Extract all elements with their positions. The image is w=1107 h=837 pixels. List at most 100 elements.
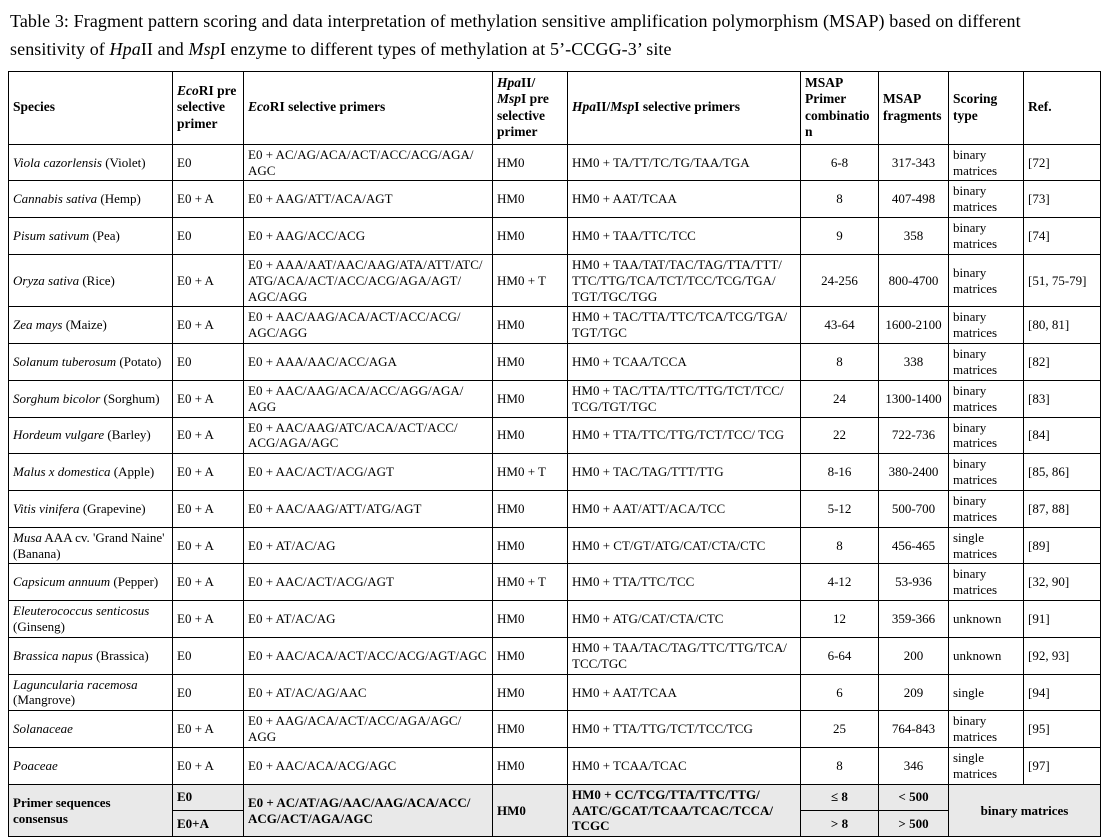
text: II and: [140, 38, 189, 59]
cell-consensus-label: Primer sequences consensus: [8, 783, 173, 837]
cell-scoring-type: unknown: [948, 636, 1024, 675]
italic-text: Msp: [610, 99, 635, 115]
cell-scoring-type: binary matrices: [948, 710, 1024, 749]
cell-ecori-pre: E0 + A: [172, 306, 244, 345]
cell-scoring-type: binary matrices: [948, 343, 1024, 381]
cell-consensus-combination-1: ≤ 8: [800, 783, 879, 812]
cell-ref: [74]: [1023, 217, 1101, 255]
text: (Apple): [110, 464, 155, 480]
cell-msap-fragments: 764-843: [878, 710, 949, 749]
cell-hpamsp-selective: HM0 + AAT/​TCAA: [567, 180, 801, 219]
cell-hpamsp-selective: HM0 + TAC/​TAG/​TTT/​TTG: [567, 453, 801, 491]
cell-msap-fragments: 407-498: [878, 180, 949, 219]
cell-hpamsp-selective: HM0 + TAA/​TAT/​TAC/​TAG/​TTA/​TTT/​TTC/…: [567, 253, 801, 308]
cell-ecori-selective: E0 + AAC/​AAG/​ACA/​ACC/​AGG/​AGA/​AGG: [243, 379, 493, 418]
col-header-hpamsp-pre: HpaII/​MspI pre selective primer: [492, 70, 568, 145]
cell-species: Solanum tuberosum (Potato): [8, 343, 173, 381]
italic-text: Brassica napus: [13, 647, 93, 663]
cell-ecori-selective: E0 + AAC/​ACA/​ACG/​AGC: [243, 747, 493, 785]
cell-scoring-type: binary matrices: [948, 253, 1024, 308]
msap-table: Species EcoRI pre selective primer EcoRI s…: [8, 70, 1101, 837]
cell-ecori-selective: E0 + AAA/​AAT/​AAC/​AAG/​ATA/​ATT/​ATC/​…: [243, 253, 493, 308]
cell-msap-fragments: 456-465: [878, 526, 949, 565]
cell-hpamsp-selective: HM0 + TCAA/​TCAC: [567, 747, 801, 785]
text: (Grapevine): [79, 500, 146, 516]
cell-ecori-pre: E0: [172, 343, 244, 381]
table-row: Solanum tuberosum (Potato) E0 E0 + AAA/​AA…: [8, 343, 1101, 381]
table-row: Brassica napus (Brassica) E0 E0 + AAC/​ACA…: [8, 636, 1101, 675]
text: I enzyme to different types of methylati…: [219, 38, 672, 59]
cell-hpamsp-pre: HM0: [492, 143, 568, 182]
cell-msap-combination: 12: [800, 600, 879, 638]
cell-ecori-pre: E0: [172, 217, 244, 255]
italic-text: Laguncularia racemosa: [13, 676, 138, 692]
table-row: Solanaceae E0 + A E0 + AAG/​ACA/​ACT/​ACC/…: [8, 710, 1101, 749]
cell-ecori-pre: E0 + A: [172, 489, 244, 528]
cell-species: Poaceae: [8, 747, 173, 785]
col-header-msap-fragments: MSAP fragments: [878, 70, 949, 145]
italic-text: Viola cazorlensis: [13, 154, 102, 170]
cell-ecori-selective: E0 + AAC/​AAG/​ATC/​ACA/​ACT/​ACC/​ACG/​…: [243, 416, 493, 455]
italic-text: Solanum tuberosum: [13, 354, 117, 370]
text: (Ginseng): [13, 619, 65, 634]
cell-ref: [51, 75-79]: [1023, 253, 1101, 308]
cell-consensus-fragments-2: > 500: [878, 810, 949, 837]
cell-scoring-type: binary matrices: [948, 306, 1024, 345]
italic-text: Zea mays: [13, 317, 63, 333]
cell-consensus-combination-2: > 8: [800, 810, 879, 837]
italic-text: Hordeum vulgare: [13, 427, 105, 443]
cell-msap-fragments: 380-2400: [878, 453, 949, 491]
cell-consensus-ecori-selective: E0 + AC/​AT/​AG/​AAC/​AAG/​ACA/​ACC/​ACG…: [243, 783, 493, 837]
cell-species: Viola cazorlensis (Violet): [8, 143, 173, 182]
text: Table 3: Fragment pattern scoring and da…: [10, 11, 1021, 59]
italic-text: Musa: [13, 529, 42, 545]
text: (Rice): [79, 272, 115, 288]
cell-hpamsp-selective: HM0 + TTA/​TTC/​TTG/​TCT/​TCC/​ TCG: [567, 416, 801, 455]
text: (Potato): [116, 354, 162, 370]
cell-species: Malus x domestica (Apple): [8, 453, 173, 491]
text: I pre selective primer: [497, 91, 549, 140]
col-header-ref: Ref.: [1023, 70, 1101, 145]
italic-text: Eleuterococcus senticosus: [13, 603, 150, 619]
cell-msap-combination: 8: [800, 526, 879, 565]
cell-ref: [85, 86]: [1023, 453, 1101, 491]
cell-ecori-selective: E0 + AAC/​AAG/​ATT/​ATG/​AGT: [243, 489, 493, 528]
cell-species: Zea mays (Maize): [8, 306, 173, 345]
cell-hpamsp-pre: HM0 + T: [492, 253, 568, 308]
col-header-ecori-pre: EcoRI pre selective primer: [172, 70, 244, 145]
cell-ref: [32, 90]: [1023, 563, 1101, 602]
text: (Pea): [89, 228, 120, 244]
col-header-scoring-type: Scoring type: [948, 70, 1024, 145]
cell-ecori-pre: E0 + A: [172, 253, 244, 308]
cell-msap-combination: 22: [800, 416, 879, 455]
table-row: Poaceae E0 + A E0 + AAC/​ACA/​ACG/​AGC HM0 H…: [8, 747, 1101, 785]
cell-hpamsp-selective: HM0 + TAC/​TTA/​TTC/​TCA/​TCG/​TGA/​TGT/…: [567, 306, 801, 345]
cell-species: Hordeum vulgare (Barley): [8, 416, 173, 455]
cell-species: Oryza sativa (Rice): [8, 253, 173, 308]
cell-ecori-pre: E0 + A: [172, 563, 244, 602]
table-row: Viola cazorlensis (Violet) E0 E0 + AC/​AG/…: [8, 143, 1101, 182]
cell-msap-combination: 24: [800, 379, 879, 418]
text: (Mangrove): [13, 692, 76, 708]
cell-hpamsp-pre: HM0: [492, 217, 568, 255]
text: MSAP Primer combination: [805, 74, 870, 140]
cell-msap-fragments: 209: [878, 673, 949, 712]
cell-species: Brassica napus (Brassica): [8, 636, 173, 675]
cell-scoring-type: binary matrices: [948, 180, 1024, 219]
cell-ecori-selective: E0 + AAC/​ACT/​ACG/​AGT: [243, 563, 493, 602]
cell-msap-combination: 8: [800, 180, 879, 219]
cell-msap-combination: 43-64: [800, 306, 879, 345]
cell-ecori-pre: E0: [172, 636, 244, 675]
cell-ref: [80, 81]: [1023, 306, 1101, 345]
cell-ref: [72]: [1023, 143, 1101, 182]
cell-consensus-fragments-1: < 500: [878, 783, 949, 812]
cell-msap-fragments: 800-4700: [878, 253, 949, 308]
table-row: Sorghum bicolor (Sorghum) E0 + A E0 + AAC/…: [8, 379, 1101, 418]
cell-ecori-pre: E0 + A: [172, 747, 244, 785]
cell-ref: [97]: [1023, 747, 1101, 785]
italic-text: Solanaceae: [13, 721, 73, 737]
table-row: Oryza sativa (Rice) E0 + A E0 + AAA/​AAT/​…: [8, 253, 1101, 308]
cell-msap-fragments: 359-366: [878, 600, 949, 638]
cell-hpamsp-selective: HM0 + TTA/​TTG/​TCT/​TCC/​TCG: [567, 710, 801, 749]
